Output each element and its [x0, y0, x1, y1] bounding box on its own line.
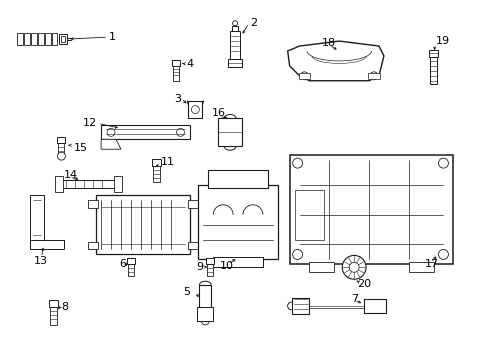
Bar	[61, 36, 65, 42]
Bar	[31, 33, 37, 45]
Text: 8: 8	[61, 302, 68, 312]
Bar	[289, 155, 452, 264]
Bar	[88, 200, 98, 208]
Circle shape	[438, 158, 447, 168]
Text: 17: 17	[424, 259, 438, 269]
Bar	[49, 307, 57, 325]
Bar	[188, 100, 202, 118]
Text: 10: 10	[220, 261, 234, 271]
Text: 20: 20	[356, 279, 370, 289]
Bar	[88, 242, 98, 249]
Text: 11: 11	[161, 157, 174, 167]
Text: 13: 13	[34, 256, 47, 266]
Text: 3: 3	[174, 94, 181, 104]
Bar	[213, 257, 263, 267]
Bar	[428, 56, 437, 84]
Bar	[60, 34, 67, 44]
Bar	[309, 262, 334, 272]
Bar	[17, 33, 22, 45]
Bar	[171, 60, 179, 66]
Bar	[188, 242, 198, 249]
Bar	[298, 73, 310, 79]
Circle shape	[369, 72, 377, 80]
Bar	[55, 176, 63, 192]
Circle shape	[300, 72, 308, 80]
Bar	[228, 59, 242, 67]
Text: 15: 15	[73, 143, 87, 153]
Bar	[294, 190, 324, 239]
Polygon shape	[101, 139, 121, 149]
Text: 2: 2	[249, 18, 257, 28]
Bar	[207, 264, 213, 276]
Bar	[30, 239, 64, 249]
Circle shape	[191, 105, 199, 113]
Bar	[127, 258, 135, 264]
Text: 4: 4	[186, 59, 193, 69]
Bar	[291, 298, 309, 314]
Bar	[48, 300, 59, 307]
Bar	[197, 307, 213, 321]
Bar	[172, 66, 178, 81]
Bar	[128, 264, 134, 276]
Bar	[208, 170, 267, 188]
Bar	[218, 118, 242, 146]
Bar	[364, 299, 385, 313]
Bar	[152, 166, 160, 182]
Circle shape	[232, 21, 237, 26]
Text: 16: 16	[212, 108, 226, 117]
Text: 5: 5	[183, 287, 190, 297]
Circle shape	[292, 158, 302, 168]
Circle shape	[438, 249, 447, 260]
Bar	[232, 26, 238, 31]
Bar	[59, 143, 64, 155]
Text: 18: 18	[321, 38, 335, 48]
Text: 9: 9	[196, 262, 203, 272]
Bar	[61, 180, 116, 188]
Bar	[24, 33, 30, 45]
Text: 19: 19	[435, 36, 449, 46]
Bar	[96, 195, 190, 255]
Bar	[188, 200, 198, 208]
Text: 7: 7	[350, 294, 358, 304]
Text: 6: 6	[119, 259, 126, 269]
Bar	[38, 33, 43, 45]
Bar	[57, 137, 65, 143]
Bar	[101, 125, 190, 139]
Polygon shape	[287, 41, 383, 81]
Bar	[408, 262, 433, 272]
Text: 14: 14	[63, 170, 78, 180]
Bar	[44, 33, 50, 45]
Circle shape	[342, 255, 366, 279]
Text: 12: 12	[83, 118, 97, 129]
Bar	[30, 195, 43, 249]
Bar	[51, 33, 57, 45]
Bar	[199, 285, 211, 310]
Bar	[427, 50, 438, 57]
Bar	[206, 258, 214, 264]
Circle shape	[107, 129, 115, 136]
Circle shape	[348, 262, 358, 272]
Bar	[114, 176, 122, 192]
Circle shape	[57, 152, 65, 160]
Circle shape	[176, 129, 184, 136]
Bar	[230, 31, 240, 59]
Bar	[151, 159, 161, 166]
Text: 1: 1	[109, 32, 116, 42]
Bar	[367, 73, 379, 79]
Circle shape	[292, 249, 302, 260]
Bar	[198, 185, 277, 260]
